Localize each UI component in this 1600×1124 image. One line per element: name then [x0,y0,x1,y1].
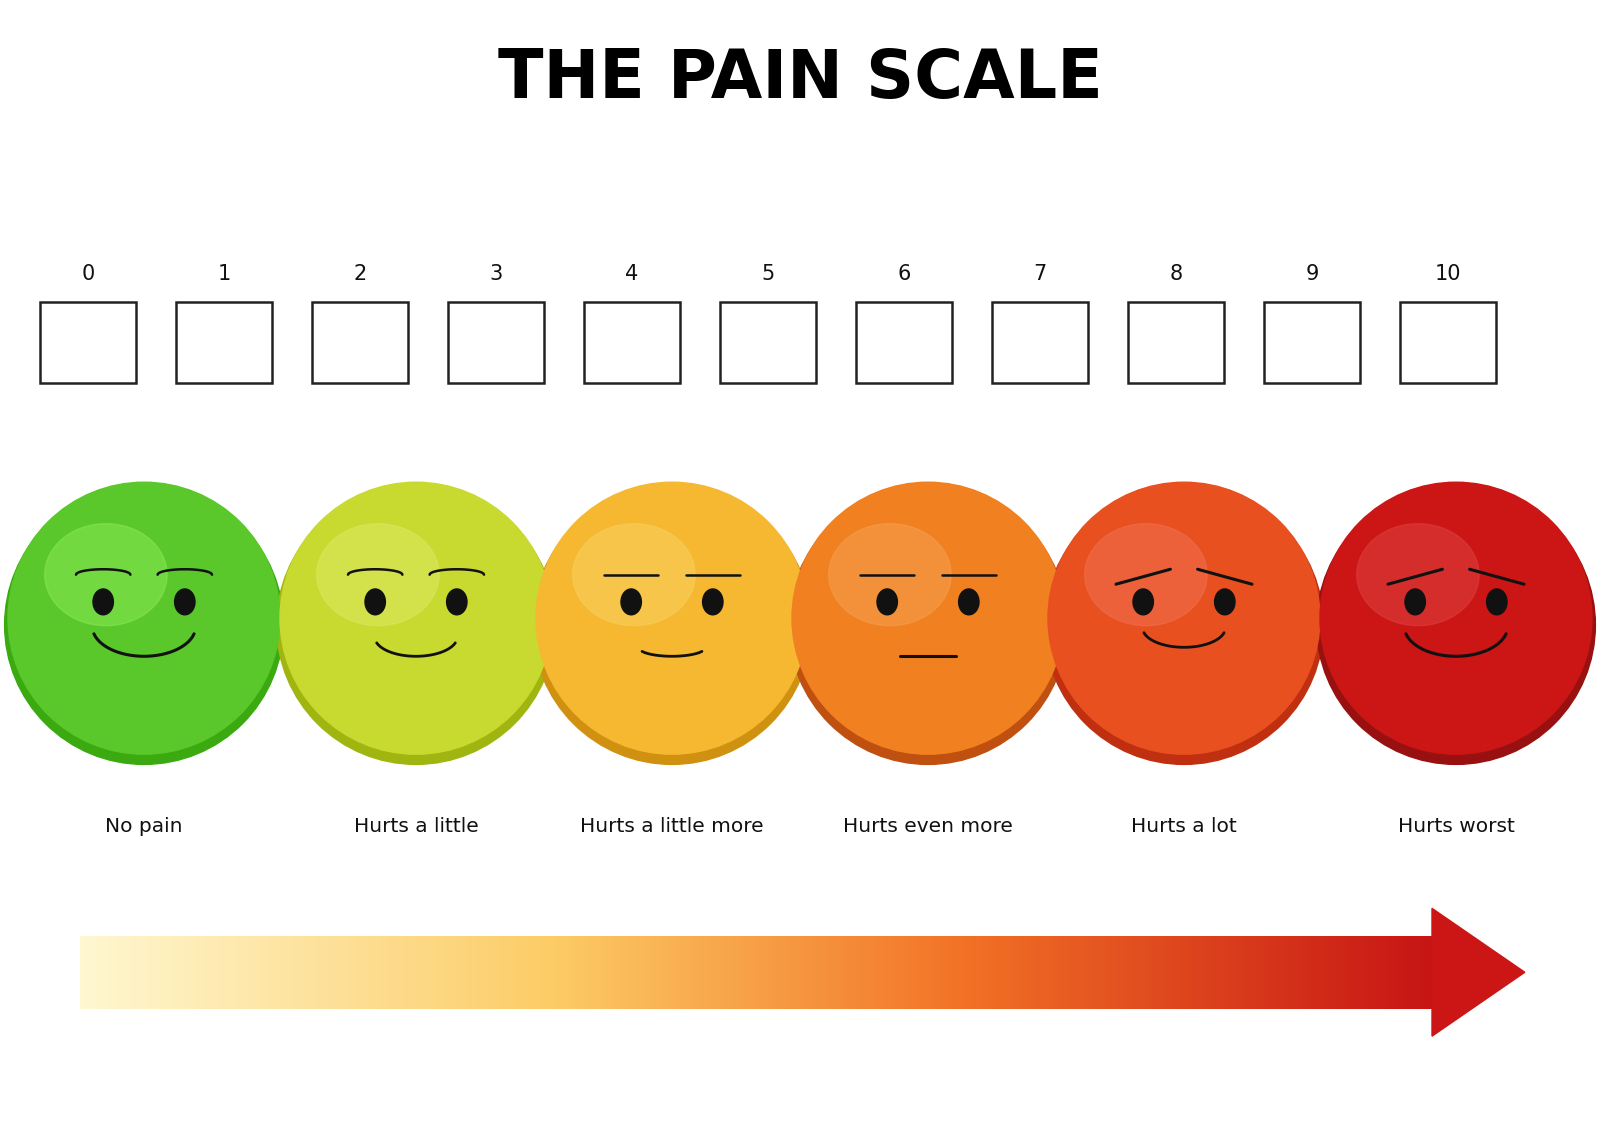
FancyBboxPatch shape [1264,302,1360,383]
Ellipse shape [174,589,195,615]
Text: SEVERE: SEVERE [1117,960,1219,985]
Text: Hurts a little: Hurts a little [354,817,478,835]
Ellipse shape [8,482,280,754]
FancyBboxPatch shape [856,302,952,383]
Text: 1: 1 [218,264,230,284]
Text: Hurts worst: Hurts worst [1397,817,1515,835]
Text: 0: 0 [82,264,94,284]
Ellipse shape [317,524,438,626]
Ellipse shape [702,589,723,615]
Ellipse shape [277,486,555,764]
Ellipse shape [5,486,283,764]
Text: 4: 4 [626,264,638,284]
Text: 7: 7 [1034,264,1046,284]
Ellipse shape [45,524,166,626]
Text: No pain: No pain [106,817,182,835]
Ellipse shape [573,524,694,626]
FancyBboxPatch shape [1400,302,1496,383]
Text: 10: 10 [1435,264,1461,284]
Text: 8: 8 [1170,264,1182,284]
Ellipse shape [958,589,979,615]
FancyBboxPatch shape [1128,302,1224,383]
Ellipse shape [1214,589,1235,615]
Ellipse shape [536,482,808,754]
FancyBboxPatch shape [40,302,136,383]
Ellipse shape [1133,589,1154,615]
Ellipse shape [1085,524,1206,626]
Ellipse shape [792,482,1064,754]
Text: Hurts a little more: Hurts a little more [581,817,763,835]
Ellipse shape [446,589,467,615]
Ellipse shape [829,524,950,626]
Ellipse shape [1405,589,1426,615]
Ellipse shape [877,589,898,615]
Text: Hurts even more: Hurts even more [843,817,1013,835]
FancyBboxPatch shape [720,302,816,383]
Text: Hurts a lot: Hurts a lot [1131,817,1237,835]
Ellipse shape [1486,589,1507,615]
Text: 2: 2 [354,264,366,284]
Ellipse shape [93,589,114,615]
FancyBboxPatch shape [176,302,272,383]
Polygon shape [1432,908,1525,1036]
FancyBboxPatch shape [992,302,1088,383]
Ellipse shape [1317,486,1595,764]
Text: THE PAIN SCALE: THE PAIN SCALE [498,46,1102,111]
Ellipse shape [621,589,642,615]
Ellipse shape [365,589,386,615]
Ellipse shape [1357,524,1478,626]
Ellipse shape [1045,486,1323,764]
Ellipse shape [280,482,552,754]
Text: 6: 6 [898,264,910,284]
Ellipse shape [1320,482,1592,754]
Ellipse shape [1048,482,1320,754]
FancyBboxPatch shape [448,302,544,383]
Ellipse shape [789,486,1067,764]
Text: 5: 5 [762,264,774,284]
FancyBboxPatch shape [584,302,680,383]
Text: 9: 9 [1306,264,1318,284]
Text: MILD: MILD [318,960,386,985]
Ellipse shape [533,486,811,764]
Text: MODERATE: MODERATE [694,960,842,985]
Text: 3: 3 [490,264,502,284]
FancyBboxPatch shape [312,302,408,383]
